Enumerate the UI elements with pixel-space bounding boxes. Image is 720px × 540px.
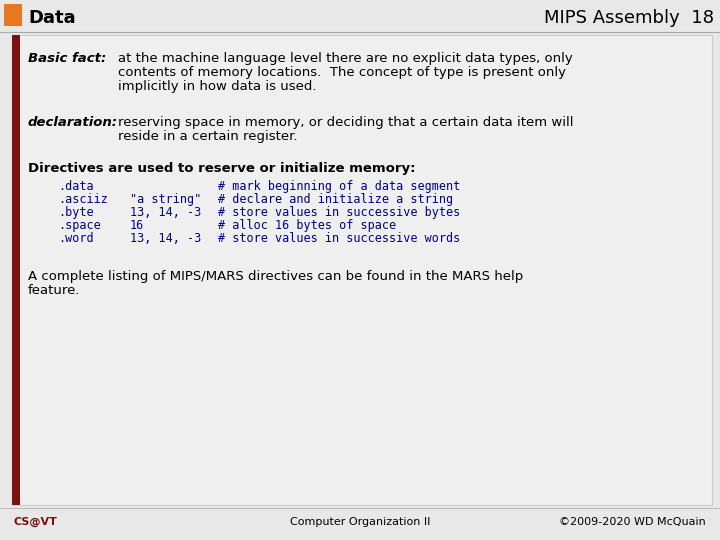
Text: # store values in successive bytes: # store values in successive bytes [218,206,460,219]
Text: 13, 14, -3: 13, 14, -3 [130,232,202,245]
Text: at the machine language level there are no explicit data types, only: at the machine language level there are … [118,52,572,65]
Text: .byte: .byte [58,206,94,219]
Text: # alloc 16 bytes of space: # alloc 16 bytes of space [218,219,396,232]
Text: # store values in successive words: # store values in successive words [218,232,460,245]
Bar [12,35,20,505]
Text: .data: .data [58,180,94,193]
Text: MIPS Assembly  18: MIPS Assembly 18 [544,9,714,27]
Text: # mark beginning of a data segment: # mark beginning of a data segment [218,180,460,193]
Text: Directives are used to reserve or initialize memory:: Directives are used to reserve or initia… [28,162,415,175]
Text: Data: Data [28,9,76,27]
Text: A complete listing of MIPS/MARS directives can be found in the MARS help: A complete listing of MIPS/MARS directiv… [28,270,523,283]
Text: Computer Organization II: Computer Organization II [290,517,430,527]
Text: ©2009-2020 WD McQuain: ©2009-2020 WD McQuain [559,517,706,527]
Text: "a string": "a string" [130,193,202,206]
Text: feature.: feature. [28,284,81,297]
Text: CS@VT: CS@VT [14,517,58,527]
Bar [12,35,712,505]
Text: .space: .space [58,219,101,232]
Text: # declare and initialize a string: # declare and initialize a string [218,193,453,206]
Text: 16: 16 [130,219,144,232]
Text: .asciiz: .asciiz [58,193,108,206]
Text: Basic fact:: Basic fact: [28,52,107,65]
Text: .word: .word [58,232,94,245]
Text: implicitly in how data is used.: implicitly in how data is used. [118,80,317,93]
Text: reside in a certain register.: reside in a certain register. [118,130,297,143]
Text: contents of memory locations.  The concept of type is present only: contents of memory locations. The concep… [118,66,566,79]
Bar [4,4,22,26]
Text: reserving space in memory, or deciding that a certain data item will: reserving space in memory, or deciding t… [118,116,574,129]
Text: declaration:: declaration: [28,116,118,129]
Text: 13, 14, -3: 13, 14, -3 [130,206,202,219]
